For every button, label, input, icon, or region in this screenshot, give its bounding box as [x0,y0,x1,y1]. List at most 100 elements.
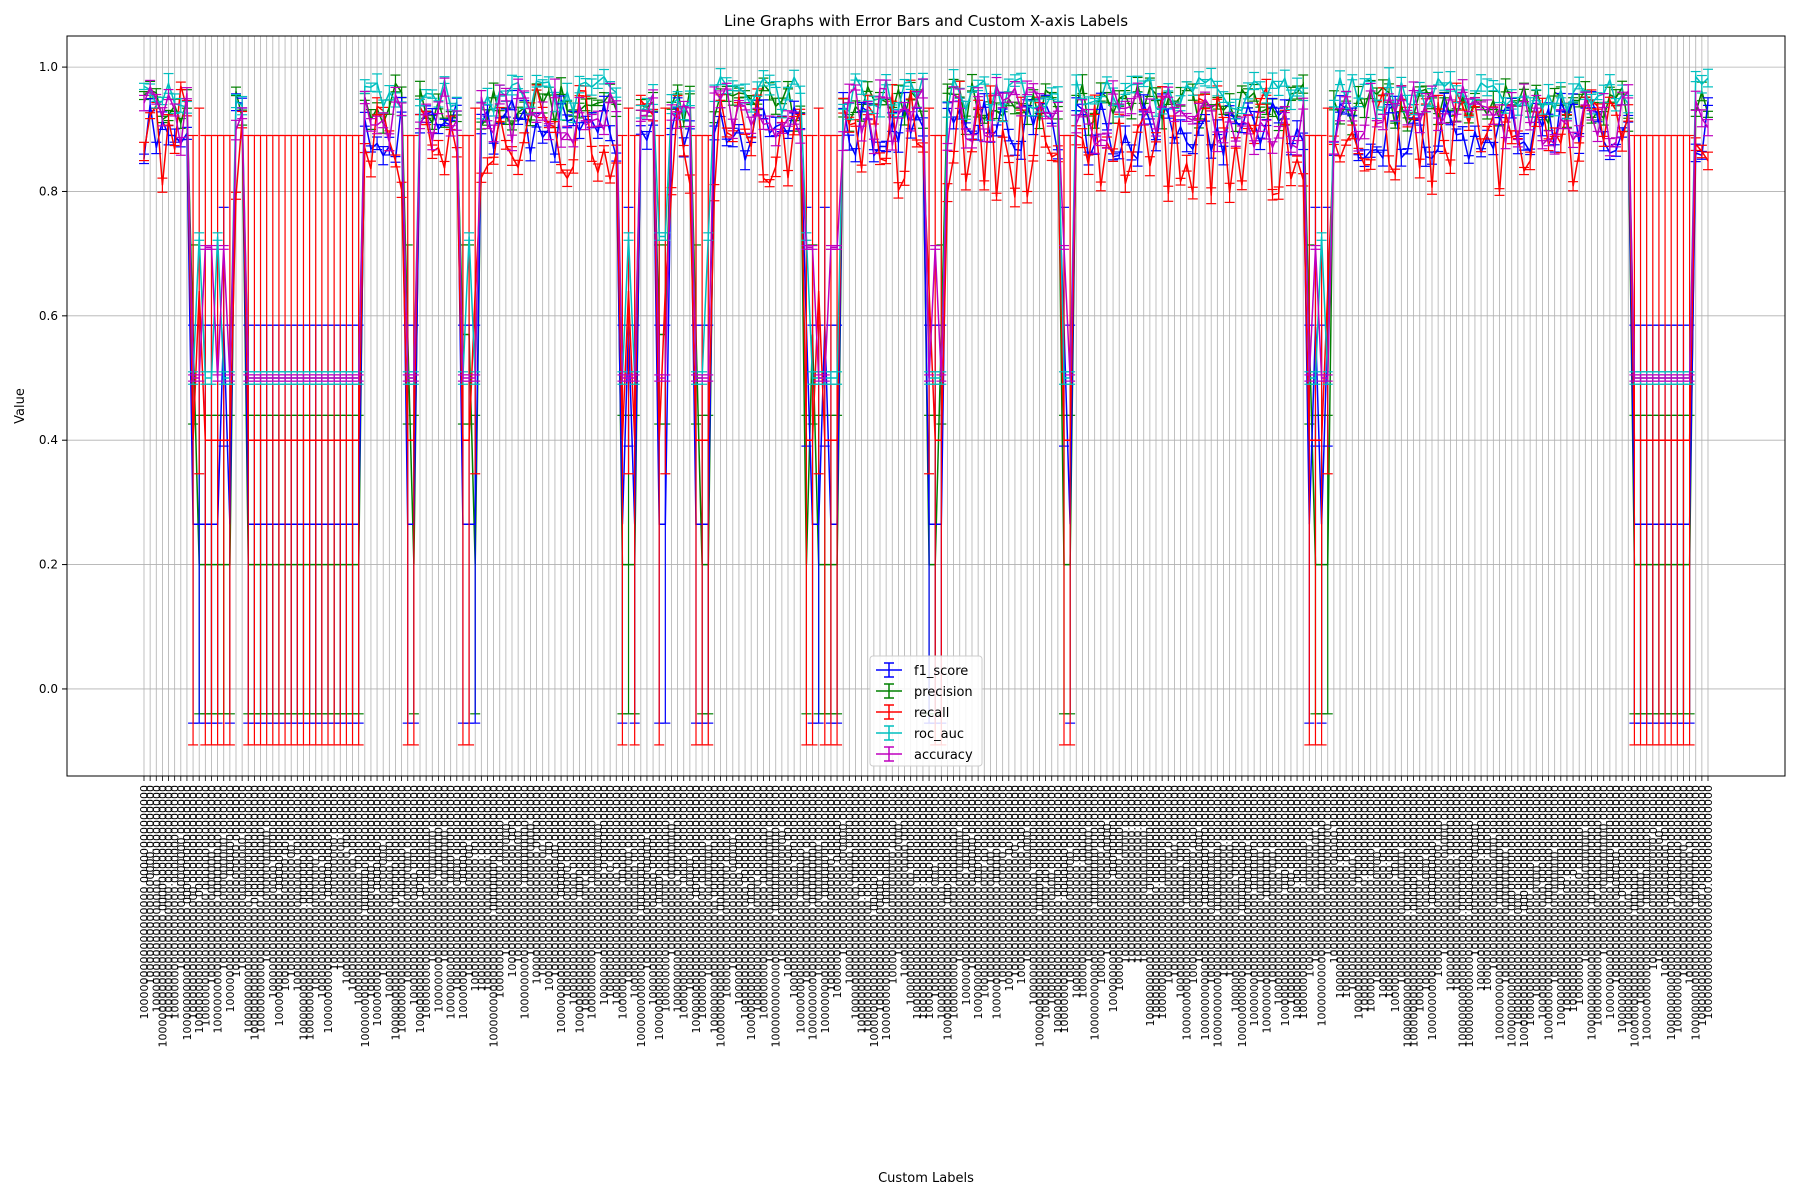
x-tick-label: 1000000000000000000.000000000000 [647,785,660,1005]
x-tick-label: 1000000000000000000.00000000000000 [420,785,433,1019]
x-tick-label: 1000000000000000000.0000000 [328,785,341,970]
x-tick-label: 1000000000000000000.00000000000 [604,785,617,998]
x-tick-label: 1000000000000000000.000000 [439,785,452,963]
x-tick-label: 1000000000000000000.0000000 [175,785,188,970]
x-tick-label: 1000000000000000000.0000000000000 [432,785,445,1012]
x-tick-label: 1000000000000000000.000000 [764,785,777,963]
x-tick-label: 1000000000000000000.0000000000000000 [414,785,427,1033]
x-tick-label: 1000000000000000000.00000000000000000 [880,785,893,1040]
x-tick-label: 1000000000000000000.00000000000000000 [181,785,194,1040]
x-tick-label: 1000000000000000000.00000000000 [267,785,280,998]
x-tick-label: 1000000000000000000.00000000000000 [935,785,948,1019]
x-tick-label: 1000000000000000000.0000000000 [543,785,556,991]
x-tick-label: 1000000000000000000.0000000 [966,785,979,970]
x-tick-label: 1000000000000000000.00000000000000000 [1426,785,1439,1040]
x-tick-label: 1000000000000000000.0000000 [218,785,231,970]
x-tick-label: 1000000000000000000.0000000000000000 [708,785,721,1033]
x-tick-label: 1000000000000000000.00000000000000000 [297,785,310,1040]
x-tick-label: 1000000000000000000.00000000000000 [849,785,862,1019]
x-tick-label: 1000000000000000000.000000000000000000 [1211,785,1224,1047]
x-tick-label: 1000000000000000000.000000 [261,785,274,963]
x-tick-label: 1000000000000000000.00000000 [1303,785,1316,977]
x-tick-label: 1000000000000000000.000000000000 [1046,785,1059,1005]
x-tick-label: 1000000000000000000.000000000000000000 [635,785,648,1047]
x-tick-label: 1000000000000000000.0000000000000000 [1058,785,1071,1033]
x-tick-label: 1000000000000000000.0000000000000 [224,785,237,1012]
x-tick-label: 1000000000000000000.00000000 [1224,785,1237,977]
x-tick-label: 1000000000000000000.000000000000000 [199,785,212,1026]
x-tick-label: 1000000000000000000.0000000000000000 [862,785,875,1033]
x-tick-label: 1000000000000000000.0000000 [236,785,249,970]
x-tick-label: 1000000000000000000.00000000000000 [1040,785,1053,1019]
x-tick-label: 1000000000000000000.00000000000 [316,785,329,998]
x-axis-label: Custom Labels [878,1171,974,1186]
y-tick-label: 1.0 [39,60,58,74]
x-tick-label: 1000000000000000000.00000000000 [1340,785,1353,998]
x-tick-label: 1000000000000000000.0000000000000000 [1052,785,1065,1033]
x-tick-label: 1000000000000000000.0000000000 [1444,785,1457,991]
x-tick-label: 1000000000000000000.0000000 [334,785,347,970]
x-tick-label: 1000000000000000000.000000000000000 [273,785,286,1026]
x-tick-label: 1000000000000000000.000000 [512,785,525,963]
x-tick-label: 1000000000000000000.000000000000000000 [715,785,728,1047]
x-tick-label: 1000000000000000000.000000000000000000 [770,785,783,1047]
x-tick-label: 1000000000000000000.000000000000000000 [1506,785,1519,1047]
x-tick-label: 1000000000000000000.0000000000 [1451,785,1464,991]
x-tick-label: 1000000000000000000.000000000 [1267,785,1280,984]
x-tick-label: 1000000000000000000.00000000000000 [1604,785,1617,1019]
x-tick-label: 1000000000000000000.0000000000 [1475,785,1488,991]
x-tick-label: 1000000000000000000.000000000 [531,785,544,984]
x-tick-label: 1000000000000000000.0000000000000000 [396,785,409,1033]
x-tick-label: 1000000000000000000.00000000000 [1076,785,1089,998]
x-tick-label: 1000000000000000000.00000000000 [978,785,991,998]
x-tick-label: 1000000000000000000.0000000000000000 [1260,785,1273,1033]
x-tick-label: 1000000000000000000.0000000000000000 [212,785,225,1033]
x-tick-label: 1000000000000000000.00000000000000000 [941,785,954,1040]
x-tick-label: 1000000000000000000.000000000 [144,785,157,984]
x-tick-label: 1000000000000000000.000000000 [1162,785,1175,984]
x-tick-label: 1000000000000000000.000000000000000 [371,785,384,1026]
x-tick-label: 1000000000000000000.00000000000 [1383,785,1396,998]
x-tick-label: 1000000000000000000.000000000 [205,785,218,984]
x-tick-label: 1000000000000000000.0000000000 [291,785,304,991]
x-tick-label: 1000000000000000000.00000000 [537,785,550,977]
x-tick-label: 1000000000000000000.00000 [665,785,678,956]
x-tick-label: 1000000000000000000.000000000000000000 [488,785,501,1047]
x-tick-label: 1000000000000000000.00000000000000 [991,785,1004,1019]
x-tick-label: 1000000000000000000.00000000000000 [187,785,200,1019]
x-tick-label: 1000000000000000000.00000000000 [1175,785,1188,998]
x-tick-label: 1000000000000000000.000000000000000 [1248,785,1261,1026]
series-layer [139,67,1713,746]
x-tick-label: 1000000000000000000.00000000000 [929,785,942,998]
x-tick-label: 1000000000000000000.00000000 [1677,785,1690,977]
x-tick-label: 1000000000000000000.0000000000000000 [573,785,586,1033]
x-tick-label: 1000000000000000000.00000000000000 [1536,785,1549,1019]
x-tick-label: 1000000000000000000.00000000000000000 [1543,785,1556,1040]
x-tick-label: 1000000000000000000.00000000000000000 [1690,785,1703,1040]
x-tick-label: 1000000000000000000.00000000000000 [1150,785,1163,1019]
x-tick-label: 1000000000000000000.000000000 [1205,785,1218,984]
x-tick-label: 1000000000000000000.0000000000 [481,785,494,991]
chart-title: Line Graphs with Error Bars and Custom X… [724,12,1128,30]
x-tick-label: 1000000000000000000.000000000000000000 [1457,785,1470,1047]
x-tick-label: 1000000000000000000.00000000 [899,785,912,977]
x-tick-label: 1000000000000000000.00000 [1438,785,1451,956]
x-tick-label: 1000000000000000000.0000000000000 [580,785,593,1012]
x-tick-label: 1000000000000000000.00000000000 [1334,785,1347,998]
y-tick-label: 0.2 [39,558,58,572]
x-tick-label: 1000000000000000000.00000000000000000 [1641,785,1654,1040]
x-tick-label: 1000000000000000000.000000 [426,785,439,963]
x-tick-label: 1000000000000000000.000000000000000000 [359,785,372,1047]
x-tick-label: 1000000000000000000.00000 [892,785,905,956]
y-tick-label: 0.6 [39,309,58,323]
x-tick-label: 1000000000000000000.00000000000000000 [745,785,758,1040]
x-tick-label: 1000000000000000000.00000 [524,785,537,956]
x-tick-label: 1000000000000000000.0000000000000000 [555,785,568,1033]
x-tick-label: 1000000000000000000.000000000000000 [1555,785,1568,1026]
x-tick-label: 1000000000000000000.00000000000000 [163,785,176,1019]
x-tick-label: 1000000000000000000.000000000000 [1635,785,1648,1005]
x-tick-label: 1000000000000000000.000000000000 [610,785,623,1005]
x-tick-label: 1000000000000000000.000000000000 [567,785,580,1005]
x-tick-label: 1000000000000000000.000000000 [1684,785,1697,984]
x-tick-label: 1000000000000000000.000000000000000 [1144,785,1157,1026]
